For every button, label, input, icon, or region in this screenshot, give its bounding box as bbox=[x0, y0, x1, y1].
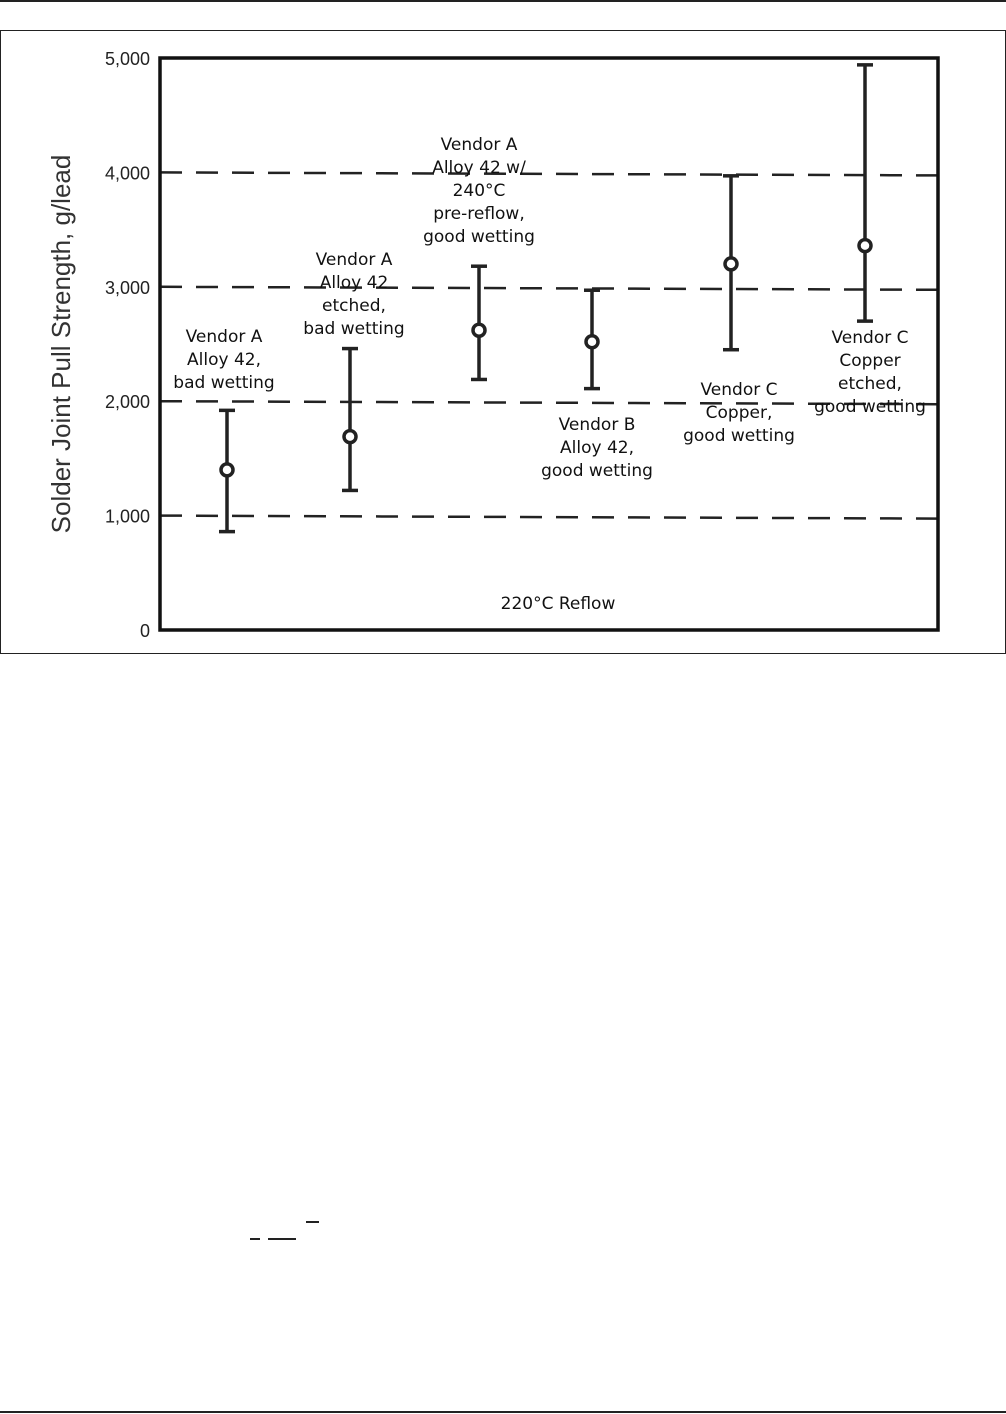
gridline bbox=[159, 285, 939, 292]
y-tick-label: 2,000 bbox=[105, 392, 150, 412]
mean-point bbox=[723, 256, 739, 272]
data-label: Vendor C bbox=[701, 380, 778, 400]
data-label: good wetting bbox=[814, 397, 926, 417]
stray-mark bbox=[250, 1238, 260, 1240]
mean-point bbox=[219, 462, 235, 478]
y-tick-label: 0 bbox=[140, 621, 150, 641]
bottom-rule bbox=[0, 1411, 1006, 1413]
mean-point bbox=[471, 322, 487, 339]
mean-point bbox=[584, 333, 600, 350]
stray-mark bbox=[268, 1238, 296, 1240]
reflow-annotation: 220°C Reflow bbox=[501, 594, 616, 614]
y-tick-label: 4,000 bbox=[105, 163, 150, 183]
top-rule bbox=[0, 0, 1006, 2]
data-label: Alloy 42 w/ bbox=[432, 158, 526, 178]
data-label: 240°C bbox=[453, 181, 506, 201]
data-label: bad wetting bbox=[303, 319, 404, 339]
mean-point bbox=[342, 428, 358, 445]
y-axis-label: Solder Joint Pull Strength, g/lead bbox=[46, 155, 76, 534]
data-label: Alloy 42, bbox=[560, 438, 634, 458]
plot-area-border bbox=[158, 56, 940, 632]
data-label: Copper bbox=[839, 351, 900, 371]
data-label: Alloy 42 bbox=[320, 273, 389, 293]
data-label: good wetting bbox=[541, 461, 653, 481]
y-tick-label: 1,000 bbox=[105, 507, 150, 527]
stray-mark bbox=[306, 1221, 319, 1223]
gridline bbox=[159, 171, 939, 177]
data-label: etched, bbox=[838, 374, 902, 394]
data-label: Vendor C bbox=[832, 328, 909, 348]
data-label: Copper, bbox=[706, 403, 773, 423]
data-label: bad wetting bbox=[173, 373, 274, 393]
data-label: good wetting bbox=[423, 227, 535, 247]
data-label: etched, bbox=[322, 296, 386, 316]
data-label: Vendor B bbox=[559, 415, 636, 435]
data-label: Vendor A bbox=[186, 327, 263, 347]
y-tick-label: 3,000 bbox=[105, 278, 150, 298]
gridline bbox=[159, 399, 939, 406]
mean-point bbox=[857, 237, 873, 254]
data-label: Alloy 42, bbox=[187, 350, 261, 370]
data-label: Vendor A bbox=[441, 135, 518, 155]
data-label: good wetting bbox=[683, 426, 795, 446]
data-label: pre-reflow, bbox=[433, 204, 525, 224]
y-tick-label: 5,000 bbox=[105, 49, 150, 69]
data-label: Vendor A bbox=[316, 250, 393, 270]
gridline bbox=[159, 514, 939, 520]
error-bar-chart: Solder Joint Pull Strength, g/lead 220°C… bbox=[46, 49, 940, 641]
